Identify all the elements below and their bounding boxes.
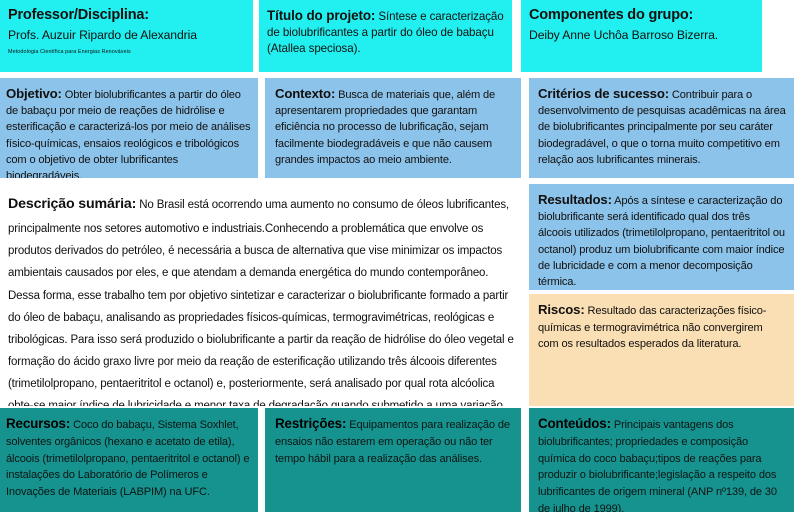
contexto-label: Contexto: [275,86,336,101]
descricao-value: No Brasil está ocorrendo uma aumento no … [8,199,514,406]
descricao-label: Descrição sumária: [8,196,137,212]
objetivo-text: Objetivo: Obter biolubrificantes a parti… [6,84,251,178]
restricoes-text: Restrições: Equipamentos para realização… [275,414,513,467]
group-members-value: Deiby Anne Uchôa Barroso Bizerra. [529,27,719,42]
recursos-value: Coco do babaçu, Sistema Soxhlet, solvent… [6,419,250,499]
resultados-value: Após a síntese e caracterização do biolu… [538,195,785,289]
panel-resultados: Resultados: Após a síntese e caracteriza… [529,184,794,290]
professor-label: Professor/Disciplina: [8,7,149,23]
panel-group-members: Componentes do grupo: Deiby Anne Uchôa B… [521,0,762,72]
riscos-value: Resultado das caracterizações físico-quí… [538,305,767,351]
recursos-text: Recursos: Coco do babaçu, Sistema Soxhle… [6,414,251,501]
panel-objetivo: Objetivo: Obter biolubrificantes a parti… [0,78,258,178]
panel-riscos: Riscos: Resultado das caracterizações fí… [529,294,794,406]
contexto-value: Busca de materiais que, além de apresent… [275,89,496,166]
professor-name: Profs. Auzuir Ripardo de Alexandria [8,27,197,42]
restricoes-label: Restrições: [275,416,347,431]
panel-professor-discipline: Professor/Disciplina: Profs. Auzuir Ripa… [0,0,253,72]
criterios-value: Contribuir para o desenvolvimento de pes… [538,89,786,166]
project-title-label: Título do projeto: [267,8,376,23]
contexto-text: Contexto: Busca de materiais que, além d… [275,84,513,168]
criterios-text: Critérios de sucesso: Contribuir para o … [538,84,786,168]
group-members-label: Componentes do grupo: [529,7,694,23]
objetivo-value: Obter biolubrificantes a partir do óleo … [6,89,251,178]
panel-recursos: Recursos: Coco do babaçu, Sistema Soxhle… [0,408,258,512]
conteudos-text: Conteúdos: Principais vantagens dos biol… [538,414,786,512]
project-title-text: Título do projeto: Síntese e caracteriza… [267,7,504,57]
project-title-value: Síntese e caracterização de biolubrifica… [267,10,504,55]
resultados-text: Resultados: Após a síntese e caracteriza… [538,190,786,290]
panel-conteudos: Conteúdos: Principais vantagens dos biol… [529,408,794,512]
riscos-label: Riscos: [538,302,585,317]
panel-criterios-sucesso: Critérios de sucesso: Contribuir para o … [529,78,794,178]
restricoes-value: Equipamentos para realização de ensaios … [275,419,510,465]
conteudos-label: Conteúdos: [538,416,611,431]
conteudos-value: Principais vantagens dos biolubrificante… [538,419,777,512]
riscos-text: Riscos: Resultado das caracterizações fí… [538,300,786,353]
descricao-text: Descrição sumária: No Brasil está ocorre… [8,191,515,406]
objetivo-label: Objetivo: [6,86,62,101]
criterios-label: Critérios de sucesso: [538,86,669,101]
panel-restricoes: Restrições: Equipamentos para realização… [265,408,521,512]
recursos-label: Recursos: [6,416,71,431]
resultados-label: Resultados: [538,192,612,207]
panel-project-title: Título do projeto: Síntese e caracteriza… [259,0,512,72]
panel-contexto: Contexto: Busca de materiais que, além d… [265,78,521,178]
discipline-name: Metodologia Científica para Energias Ren… [8,48,131,55]
panel-descricao-sumaria: Descrição sumária: No Brasil está ocorre… [0,184,525,406]
